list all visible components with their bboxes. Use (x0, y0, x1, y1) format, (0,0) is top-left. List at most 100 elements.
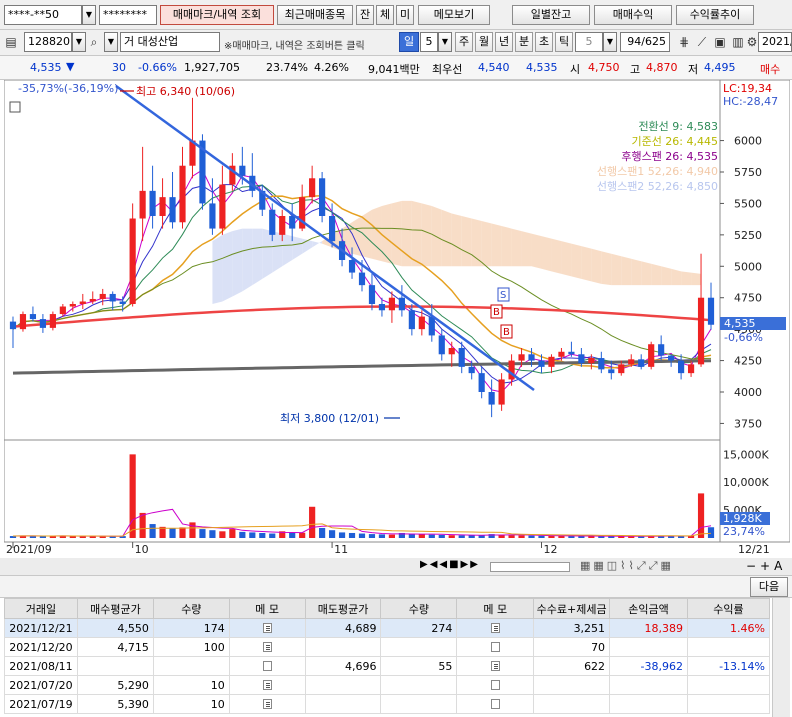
row-buy-avg (76, 656, 154, 676)
search-icon[interactable]: ⌕ (90, 35, 98, 49)
ichimoku-cloud-segment (312, 241, 323, 248)
tick-num-dropdown-icon[interactable]: ▼ (603, 32, 617, 52)
volume-bar (99, 536, 106, 538)
memo-icon[interactable] (490, 622, 500, 633)
ichimoku-cloud-segment (551, 238, 562, 274)
memo-icon[interactable] (490, 679, 500, 690)
col-header-sell-qty[interactable]: 수량 (380, 598, 458, 619)
zoom-slider[interactable] (490, 562, 570, 572)
ichimoku-cloud-segment (391, 200, 402, 267)
next-button[interactable]: 다음 (750, 577, 788, 597)
row-buy-memo[interactable] (228, 637, 306, 657)
row-sell-memo[interactable] (456, 656, 535, 676)
memo-icon[interactable] (262, 679, 272, 690)
recent-trades-button[interactable]: 최근매매종목 (277, 5, 353, 25)
period-num-input[interactable]: 5 (420, 32, 438, 52)
col-header-sell-avg[interactable]: 매도평균가 (304, 598, 382, 619)
ichimoku-cloud-segment (481, 221, 492, 267)
print-icon[interactable]: ▥ (732, 35, 744, 49)
memo-icon[interactable] (262, 660, 272, 671)
password-input[interactable]: ******** (99, 5, 157, 25)
period-minute-tab[interactable]: 분 (515, 32, 533, 52)
candle-type-icon[interactable]: ⋕ (678, 35, 690, 49)
page-counter: 94/625 (620, 32, 670, 52)
unfilled-button[interactable]: 미 (396, 5, 414, 25)
account-dropdown-icon[interactable]: ▼ (82, 5, 96, 25)
col-header-sell-memo[interactable]: 메 모 (456, 598, 535, 619)
row-sell-memo[interactable] (456, 675, 535, 695)
col-header-buy-qty[interactable]: 수량 (152, 598, 230, 619)
volume-bar (39, 536, 46, 538)
period-week-tab[interactable]: 주 (455, 32, 473, 52)
candle-body (428, 316, 435, 336)
col-header-fee[interactable]: 수수료+제세금 (533, 598, 611, 619)
table-row[interactable]: 2021/07/19 5,390 10 (4, 694, 771, 714)
daily-balance-button[interactable]: 일별잔고 (512, 5, 590, 25)
memo-icon[interactable] (262, 622, 272, 633)
code-dropdown-icon[interactable]: ▼ (72, 32, 86, 52)
vol-tag (720, 512, 770, 525)
memo-view-button[interactable]: 메모보기 (418, 5, 490, 25)
history-dropdown-icon[interactable]: ▼ (104, 32, 118, 52)
memo-icon[interactable] (490, 698, 500, 709)
col-header-buy-avg[interactable]: 매수평균가 (76, 598, 154, 619)
ichimoku-cloud-segment (252, 228, 263, 286)
table-row[interactable]: 2021/12/20 4,715 100 70 (4, 637, 771, 657)
table-row[interactable]: 2021/08/11 4,696 55 622 -38,962 -13.14% (4, 656, 771, 676)
table-row[interactable]: 2021/12/21 4,550 174 4,689 274 3,251 18,389 1.4… (4, 618, 771, 638)
memo-icon[interactable] (262, 641, 272, 652)
ichimoku-cloud-segment (292, 236, 303, 260)
period-year-tab[interactable]: 년 (495, 32, 513, 52)
table-scrollbar[interactable] (772, 598, 790, 717)
period-num-dropdown-icon[interactable]: ▼ (438, 32, 452, 52)
trade-profit-button[interactable]: 매매수익 (594, 5, 672, 25)
grid-toggle-icon[interactable] (9, 101, 21, 113)
gear-icon[interactable]: ⚙ (746, 35, 758, 49)
memo-icon[interactable] (490, 660, 500, 671)
trend-line[interactable] (115, 84, 535, 392)
line-draw-icon[interactable]: ⟋ (697, 35, 707, 49)
save-icon[interactable]: ▣ (714, 35, 726, 49)
period-tick-tab[interactable]: 틱 (555, 32, 573, 52)
price-chart[interactable]: 6000575055005250500047504500425040003750… (4, 80, 790, 558)
col-header-pl[interactable]: 손익금액 (609, 598, 688, 619)
volume-bar (598, 536, 605, 538)
ichimoku-cloud-segment (691, 272, 702, 286)
col-header-return[interactable]: 수익률 (686, 598, 771, 619)
memo-icon[interactable] (490, 641, 500, 652)
return-trend-button[interactable]: 수익률추이 (676, 5, 754, 25)
zoom-buttons[interactable]: −+A (746, 559, 787, 573)
scroll-controls[interactable]: ▶◀◀■▶▶ (420, 559, 480, 570)
balance-button[interactable]: 잔 (356, 5, 374, 25)
candle-body (438, 335, 445, 355)
volume-bar (488, 534, 495, 538)
row-sell-memo[interactable] (456, 637, 535, 657)
grid-settings-icon[interactable]: ▤ (5, 35, 17, 49)
col-header-buy-memo[interactable]: 메 모 (228, 598, 306, 619)
row-sell-memo[interactable] (456, 618, 535, 638)
stock-code-input[interactable]: 128820 (24, 32, 72, 52)
executed-button[interactable]: 체 (376, 5, 394, 25)
tick-num-input[interactable]: 5 (575, 32, 603, 52)
chart-tools-icons[interactable]: ▦▦◫⌇⌇⤢⤢▦ (580, 559, 674, 572)
trade-mark-query-button[interactable]: 매매마크/내역 조회 (160, 5, 274, 25)
col-header-date[interactable]: 거래일 (4, 598, 78, 619)
notice-text: ※매매마크, 내역은 조회버튼 클릭 (224, 41, 365, 52)
row-buy-memo[interactable] (228, 675, 306, 695)
period-second-tab[interactable]: 초 (535, 32, 553, 52)
period-month-tab[interactable]: 월 (475, 32, 493, 52)
date-input[interactable]: 2021/1 (758, 32, 792, 52)
memo-icon[interactable] (262, 698, 272, 709)
volume-bar (219, 531, 226, 538)
row-buy-memo[interactable] (228, 618, 306, 638)
row-sell-memo[interactable] (456, 694, 535, 714)
row-sell-avg: 4,689 (304, 618, 382, 638)
row-buy-memo[interactable] (228, 694, 306, 714)
account-select[interactable]: ****-**50 (4, 5, 82, 25)
table-row[interactable]: 2021/07/20 5,290 10 (4, 675, 771, 695)
open-price: 4,750 (588, 61, 620, 74)
row-buy-memo[interactable] (228, 656, 306, 676)
candle-body (448, 348, 455, 355)
period-day-tab[interactable]: 일 (399, 32, 419, 52)
volume-bar (508, 535, 515, 538)
